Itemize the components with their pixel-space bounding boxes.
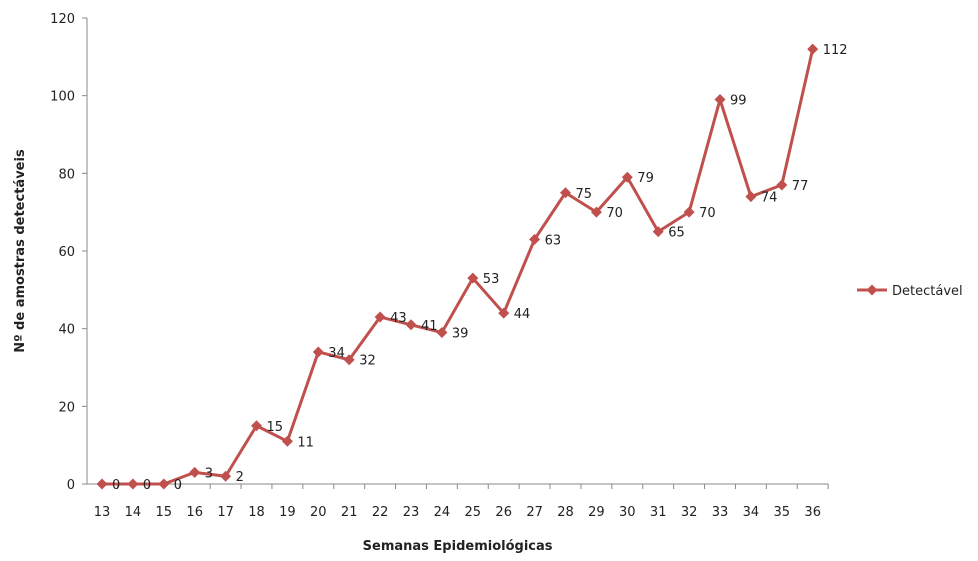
- x-tick-label: 32: [681, 505, 698, 520]
- data-point-marker: [251, 420, 262, 432]
- y-tick-label: 20: [58, 400, 75, 415]
- y-tick-label: 60: [58, 245, 75, 260]
- data-label: 65: [668, 226, 685, 241]
- data-point-marker: [158, 478, 170, 490]
- data-label: 2: [236, 470, 244, 485]
- y-tick-label: 0: [67, 478, 75, 493]
- x-tick-label: 26: [495, 505, 512, 520]
- data-label: 0: [143, 478, 151, 493]
- legend-label: Detectável: [892, 284, 963, 299]
- data-label: 0: [174, 478, 182, 493]
- x-tick-label: 23: [403, 505, 420, 520]
- x-tick-label: 16: [186, 505, 203, 520]
- x-tick-label: 24: [434, 505, 451, 520]
- x-axis: 13 14 15 16 17 18 19 20 21 22 23 24 25 26 27 28 29 30 31 32…: [87, 483, 829, 520]
- data-point-marker: [343, 354, 355, 366]
- y-tick-label: 120: [50, 12, 75, 27]
- data-point-marker: [127, 478, 139, 490]
- data-point-marker: [590, 206, 602, 218]
- data-label: 34: [328, 346, 345, 361]
- x-axis-title: Semanas Epidemiológicas: [363, 539, 553, 554]
- data-label: 43: [390, 311, 407, 326]
- data-point-marker: [189, 466, 201, 478]
- data-label: 112: [823, 43, 848, 58]
- data-label: 79: [637, 171, 654, 186]
- series-detectavel: [96, 43, 819, 490]
- data-label: 77: [792, 179, 809, 194]
- data-point-marker: [529, 233, 541, 245]
- y-axis-title: Nº de amostras detectáveis: [13, 149, 28, 353]
- y-tick-label: 80: [58, 167, 75, 182]
- x-tick-label: 33: [712, 505, 729, 520]
- data-labels: 0 0 03 215113432434139534463757079657099747…: [112, 43, 848, 493]
- legend-marker-diamond-icon: [866, 284, 878, 296]
- x-tick-label: 35: [774, 505, 791, 520]
- data-point-marker: [745, 191, 757, 203]
- data-label: 32: [359, 354, 376, 369]
- data-label: 44: [514, 307, 531, 322]
- data-label: 75: [576, 187, 593, 202]
- x-tick-label: 25: [465, 505, 482, 520]
- x-tick-label: 14: [125, 505, 142, 520]
- data-point-marker: [281, 435, 293, 447]
- data-label: 15: [267, 420, 284, 435]
- x-tick-label: 15: [156, 505, 173, 520]
- data-point-marker: [560, 187, 571, 199]
- data-label: 99: [730, 94, 747, 109]
- data-point-marker: [714, 94, 726, 106]
- y-tick-label: 100: [50, 90, 75, 105]
- x-tick-label: 28: [557, 505, 574, 520]
- x-tick-label: 19: [279, 505, 296, 520]
- y-axis: 0 20 40 60 80 100 120: [50, 12, 88, 493]
- data-label: 3: [205, 466, 213, 481]
- data-point-marker: [621, 171, 633, 183]
- x-tick-label: 27: [526, 505, 543, 520]
- x-tick-label: 18: [248, 505, 265, 520]
- x-tick-label: 29: [588, 505, 605, 520]
- data-point-marker: [807, 43, 819, 55]
- x-tick-label: 13: [94, 505, 111, 520]
- data-point-marker: [374, 311, 386, 323]
- x-tick-label: 22: [372, 505, 389, 520]
- data-point-marker: [436, 327, 448, 339]
- data-point-marker: [467, 272, 479, 284]
- data-label: 74: [761, 191, 778, 206]
- legend: Detectável: [857, 284, 963, 299]
- x-tick-label: 30: [619, 505, 636, 520]
- data-label: 63: [545, 233, 562, 248]
- x-tick-label: 17: [217, 505, 234, 520]
- data-label: 11: [297, 435, 314, 450]
- data-point-marker: [498, 307, 510, 319]
- x-tick-label: 36: [804, 505, 821, 520]
- data-point-marker: [683, 206, 695, 218]
- data-label: 53: [483, 272, 500, 287]
- data-label: 70: [606, 206, 623, 221]
- x-tick-label: 31: [650, 505, 667, 520]
- series-line: [102, 48, 815, 486]
- data-label: 0: [112, 478, 120, 493]
- data-label: 41: [421, 319, 438, 334]
- data-point-marker: [776, 179, 788, 191]
- data-label: 70: [699, 206, 716, 221]
- data-point-marker: [312, 346, 324, 358]
- data-point-marker: [220, 470, 232, 482]
- data-label: 39: [452, 327, 469, 342]
- x-tick-label: 21: [341, 505, 358, 520]
- y-tick-label: 40: [58, 323, 75, 338]
- x-tick-label: 20: [310, 505, 327, 520]
- data-point-marker: [405, 319, 417, 331]
- data-point-marker: [96, 478, 108, 490]
- x-tick-label: 34: [743, 505, 760, 520]
- data-point-marker: [652, 226, 664, 238]
